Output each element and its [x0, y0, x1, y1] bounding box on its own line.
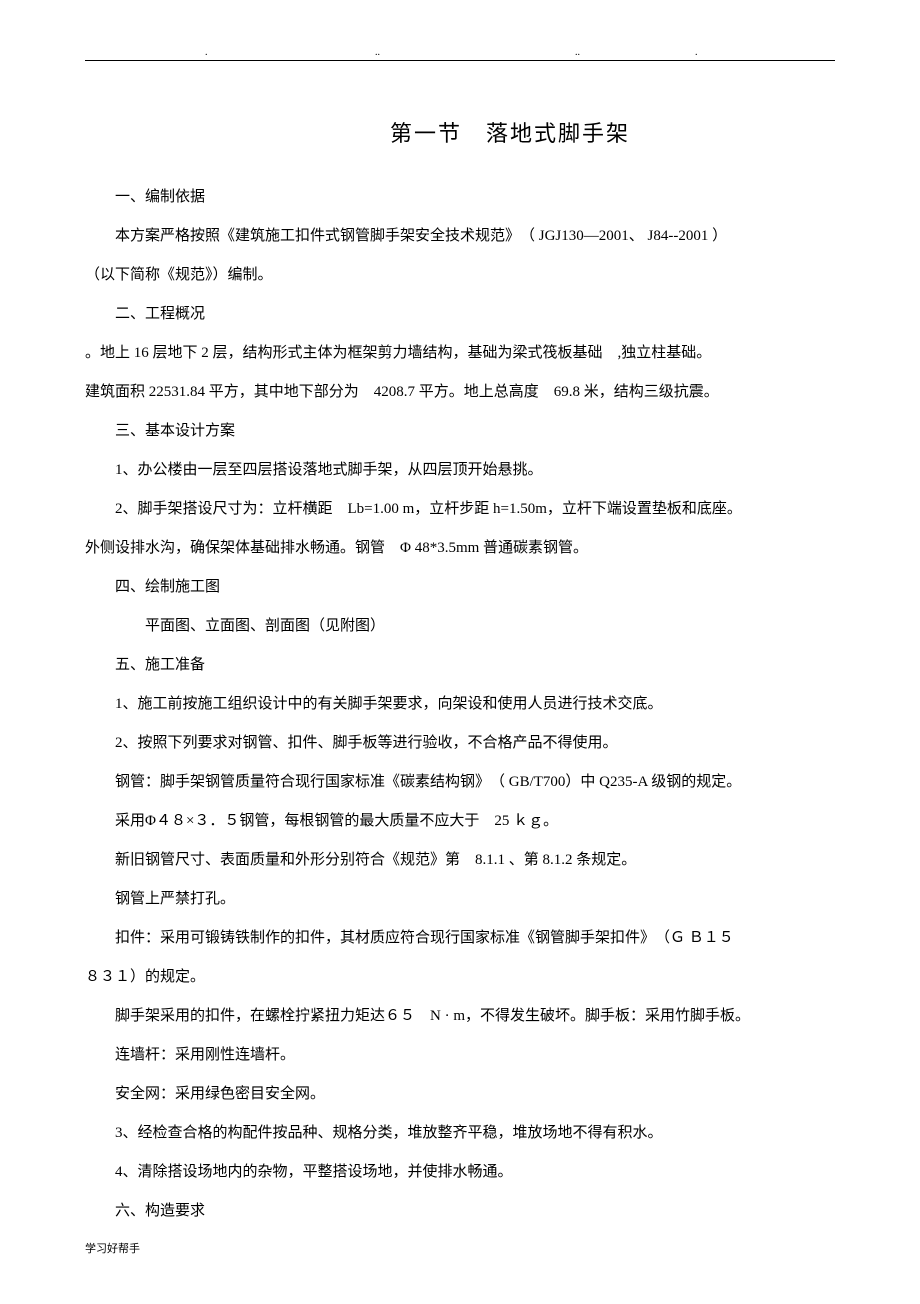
- document-title: 第一节 落地式脚手架: [185, 116, 835, 148]
- paragraph: 新旧钢管尺寸、表面质量和外形分别符合《规范》第 8.1.1 、第 8.1.2 条…: [85, 841, 835, 880]
- paragraph: 钢管上严禁打孔。: [85, 880, 835, 919]
- paragraph: 2、脚手架搭设尺寸为：立杆横距 Lb=1.00 m，立杆步距 h=1.50m，立…: [85, 490, 835, 529]
- paragraph: 建筑面积 22531.84 平方，其中地下部分为 4208.7 平方。地上总高度…: [85, 373, 835, 412]
- paragraph: ８３１）的规定。: [85, 958, 835, 997]
- paragraph: 安全网：采用绿色密目安全网。: [85, 1075, 835, 1114]
- paragraph: 扣件：采用可锻铸铁制作的扣件，其材质应符合现行国家标准《钢管脚手架扣件》 （Ｇ …: [85, 919, 835, 958]
- header-mark-1: .: [205, 47, 208, 58]
- header-rule: . .. .. .: [85, 60, 835, 61]
- header-mark-4: .: [695, 47, 698, 58]
- header-mark-2: ..: [375, 47, 380, 58]
- paragraph: 。地上 16 层地下 2 层，结构形式主体为框架剪力墙结构，基础为梁式筏板基础 …: [85, 334, 835, 373]
- header-mark-3: ..: [575, 47, 580, 58]
- footer-text: 学习好帮手: [85, 1240, 140, 1256]
- paragraph: 2、按照下列要求对钢管、扣件、脚手板等进行验收，不合格产品不得使用。: [85, 724, 835, 763]
- heading-4: 四、绘制施工图: [85, 568, 835, 607]
- paragraph: 外侧设排水沟，确保架体基础排水畅通。钢管 Φ 48*3.5mm 普通碳素钢管。: [85, 529, 835, 568]
- paragraph: 连墙杆：采用刚性连墙杆。: [85, 1036, 835, 1075]
- paragraph: 1、施工前按施工组织设计中的有关脚手架要求，向架设和使用人员进行技术交底。: [85, 685, 835, 724]
- heading-3: 三、基本设计方案: [85, 412, 835, 451]
- heading-6: 六、构造要求: [85, 1192, 835, 1231]
- paragraph: 平面图、立面图、剖面图（见附图）: [85, 607, 835, 646]
- paragraph: 3、经检查合格的构配件按品种、规格分类，堆放整齐平稳，堆放场地不得有积水。: [85, 1114, 835, 1153]
- paragraph: 钢管：脚手架钢管质量符合现行国家标准《碳素结构钢》 （ GB/T700）中 Q2…: [85, 763, 835, 802]
- document-content: 一、编制依据 本方案严格按照《建筑施工扣件式钢管脚手架安全技术规范》 （ JGJ…: [85, 178, 835, 1231]
- paragraph: 1、办公楼由一层至四层搭设落地式脚手架，从四层顶开始悬挑。: [85, 451, 835, 490]
- paragraph: （以下简称《规范》）编制。: [85, 256, 835, 295]
- heading-5: 五、施工准备: [85, 646, 835, 685]
- paragraph: 本方案严格按照《建筑施工扣件式钢管脚手架安全技术规范》 （ JGJ130—200…: [85, 217, 835, 256]
- heading-1: 一、编制依据: [85, 178, 835, 217]
- paragraph: 脚手架采用的扣件，在螺栓拧紧扭力矩达６５ N · m，不得发生破坏。脚手板：采用…: [85, 997, 835, 1036]
- paragraph: 4、清除搭设场地内的杂物，平整搭设场地，并使排水畅通。: [85, 1153, 835, 1192]
- heading-2: 二、工程概况: [85, 295, 835, 334]
- paragraph: 采用Φ４８×３．５钢管，每根钢管的最大质量不应大于 25 ｋｇ。: [85, 802, 835, 841]
